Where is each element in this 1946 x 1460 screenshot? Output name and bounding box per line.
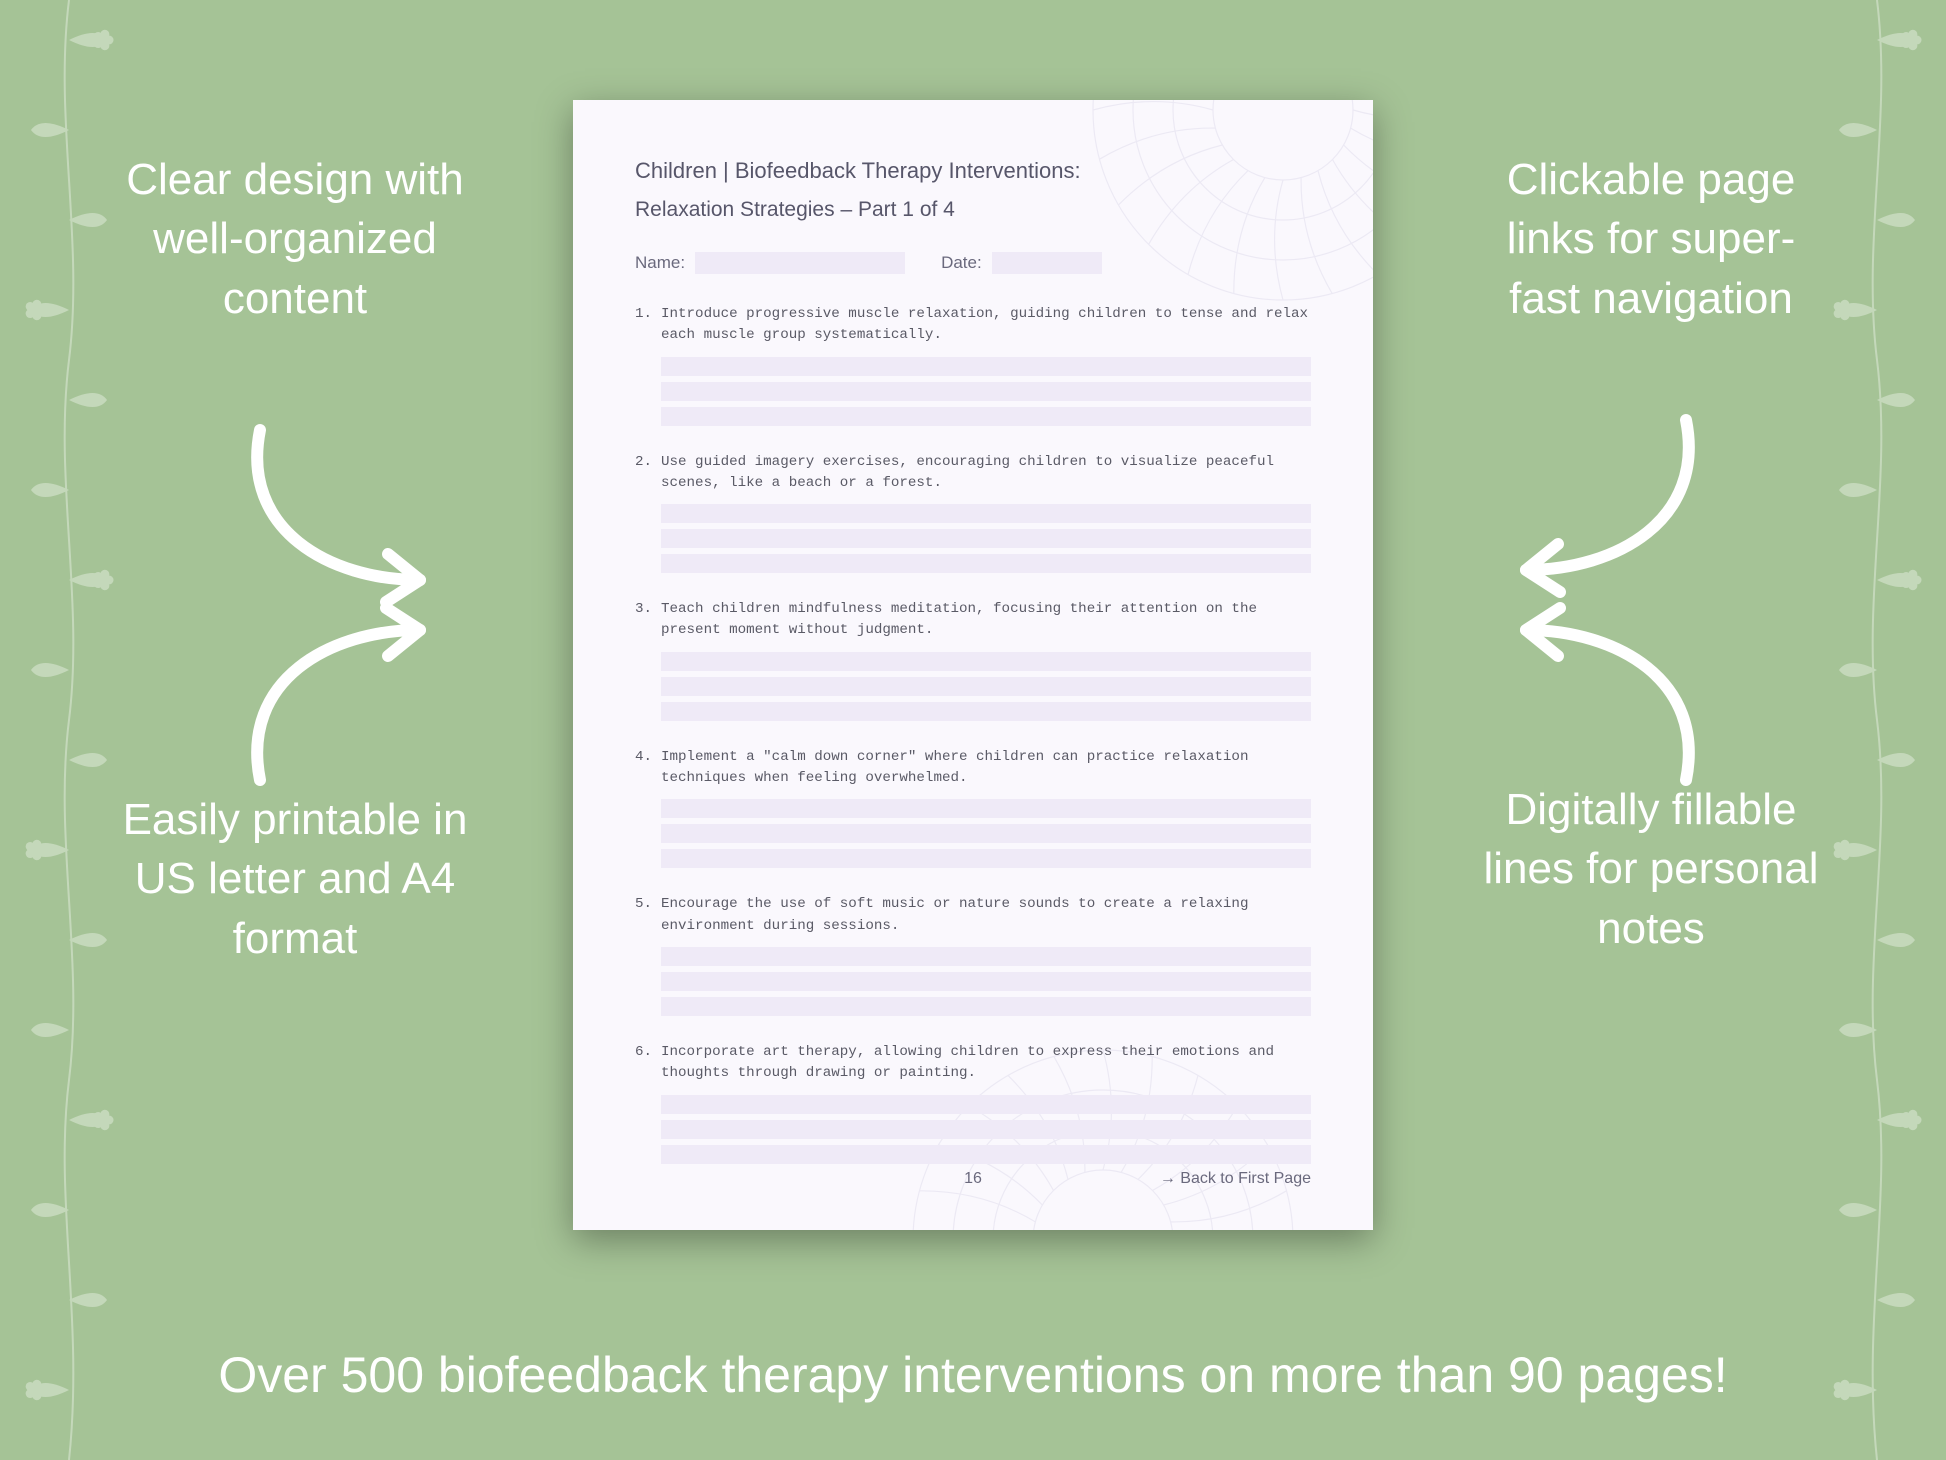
item-text: Use guided imagery exercises, encouragin… [661,452,1311,495]
list-item: 3.Teach children mindfulness meditation,… [635,599,1311,721]
list-item: 4.Implement a "calm down corner" where c… [635,747,1311,869]
callout-top-left: Clear design with well-organized content [120,150,470,328]
document-page: Children | Biofeedback Therapy Intervent… [573,100,1373,1230]
decorative-vine-right [1822,0,1932,1460]
tagline: Over 500 biofeedback therapy interventio… [0,1346,1946,1404]
name-label: Name: [635,253,685,273]
fillable-lines[interactable] [661,799,1311,868]
name-field[interactable] [695,252,905,274]
item-number: 5. [635,894,661,937]
date-field[interactable] [992,252,1102,274]
decorative-vine-left [14,0,124,1460]
fillable-lines[interactable] [661,357,1311,426]
item-text: Implement a "calm down corner" where chi… [661,747,1311,790]
arrow-bottom-right [1496,600,1716,800]
back-to-first-link[interactable]: → Back to First Page [1160,1170,1311,1188]
list-item: 1.Introduce progressive muscle relaxatio… [635,304,1311,426]
list-item: 2.Use guided imagery exercises, encourag… [635,452,1311,574]
items-list: 1.Introduce progressive muscle relaxatio… [635,304,1311,1164]
item-number: 2. [635,452,661,495]
item-text: Introduce progressive muscle relaxation,… [661,304,1311,347]
fillable-lines[interactable] [661,1095,1311,1164]
item-text: Encourage the use of soft music or natur… [661,894,1311,937]
item-number: 1. [635,304,661,347]
page-footer: 16 → Back to First Page [635,1170,1311,1188]
fillable-lines[interactable] [661,504,1311,573]
item-number: 4. [635,747,661,790]
arrow-top-right [1496,400,1716,600]
page-title-line2: Relaxation Strategies – Part 1 of 4 [635,198,1311,222]
item-number: 3. [635,599,661,642]
list-item: 6.Incorporate art therapy, allowing chil… [635,1042,1311,1164]
callout-bottom-left: Easily printable in US letter and A4 for… [120,790,470,968]
item-text: Incorporate art therapy, allowing childr… [661,1042,1311,1085]
item-text: Teach children mindfulness meditation, f… [661,599,1311,642]
callout-top-right: Clickable page links for super-fast navi… [1476,150,1826,328]
item-number: 6. [635,1042,661,1085]
fillable-lines[interactable] [661,947,1311,1016]
arrow-top-left [230,410,450,610]
list-item: 5.Encourage the use of soft music or nat… [635,894,1311,1016]
fillable-lines[interactable] [661,652,1311,721]
callout-bottom-right: Digitally fillable lines for personal no… [1476,780,1826,958]
meta-row: Name: Date: [635,252,1311,274]
page-number: 16 [964,1170,982,1188]
arrow-bottom-left [230,600,450,800]
date-label: Date: [941,253,982,273]
page-title-line1: Children | Biofeedback Therapy Intervent… [635,158,1311,184]
